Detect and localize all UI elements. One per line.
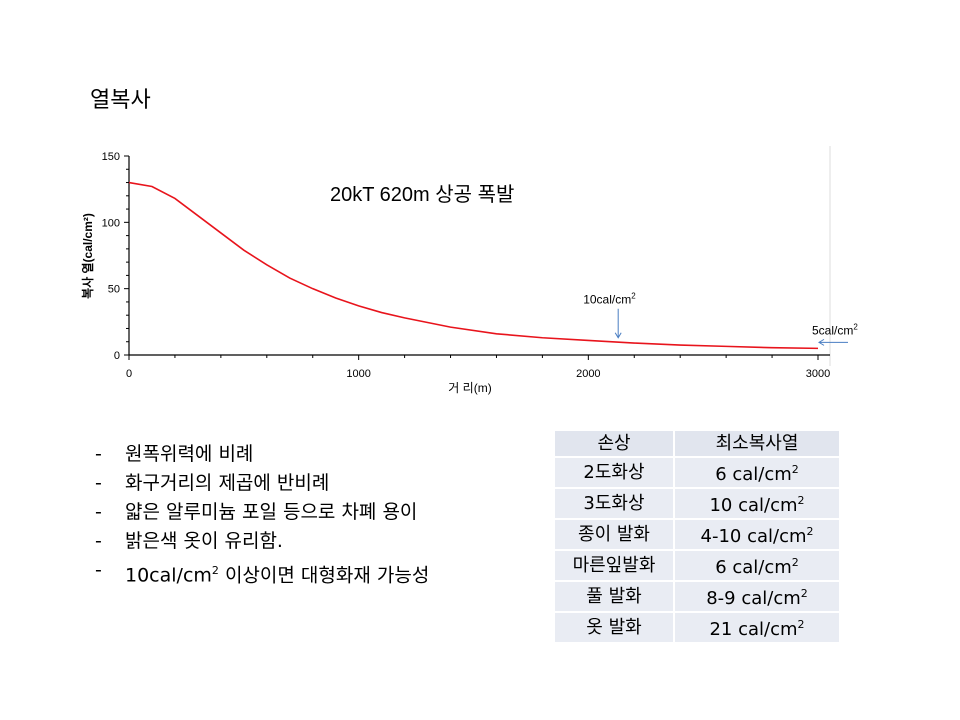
bullet-item: - 화구거리의 제곱에 반비례 [95,469,429,498]
bullet-text-part: 10cal/cm [125,564,212,587]
damage-cell: 3도화상 [553,487,675,520]
bullet-item: - 원폭위력에 비례 [95,440,429,469]
x-tick-label: 0 [126,368,132,380]
value-text: 6 cal/cm [715,464,792,485]
value-cell: 21 cal/cm2 [673,611,841,644]
value-cell: 8-9 cal/cm2 [673,580,841,613]
value-text: 6 cal/cm [715,557,792,578]
bullet-text: 화구거리의 제곱에 반비례 [125,472,330,494]
table-row: 3도화상 10 cal/cm2 [553,487,841,520]
damage-cell: 풀 발화 [553,580,675,613]
bullet-text: 10cal/cm2 이상이면 대형화재 가능성 [125,556,429,590]
table-row: 옷 발화 21 cal/cm2 [553,611,841,644]
bullet-text: 얇은 알루미늄 포일 등으로 차폐 용이 [125,501,418,523]
value-text: 4-10 cal/cm [700,526,807,547]
annotation-text: 5cal/cm [812,323,853,337]
radiant-heat-chart: 0 1000 2000 3000 0 50 100 150 20kT 620m 상공 폭발 거… [80,146,858,395]
damage-cell: 2도화상 [553,456,675,489]
superscript: 2 [853,322,858,331]
bullet-item: - 밝은색 옷이 유리함. [95,527,429,556]
arrow-left-icon [818,338,848,346]
superscript: 2 [806,525,814,538]
value-text: 10 cal/cm [709,495,798,516]
table-row: 풀 발화 8-9 cal/cm2 [553,580,841,613]
superscript: 2 [800,587,808,600]
bullet-dash: - [95,443,102,465]
bullet-list: - 원폭위력에 비례 - 화구거리의 제곱에 반비례 - 얇은 알루미늄 포일 등으로… [95,440,429,590]
value-text: 21 cal/cm [709,619,798,640]
superscript: 2 [211,564,219,577]
header-damage: 손상 [553,429,675,458]
superscript: 2 [797,618,805,631]
table-row: 2도화상 6 cal/cm2 [553,456,841,489]
x-axis-label: 거 리(m) [448,381,491,395]
superscript: 2 [797,494,805,507]
y-tick-label: 150 [102,151,120,163]
bullet-item: - 10cal/cm2 이상이면 대형화재 가능성 [95,556,429,590]
table-header-row: 손상 최소복사열 [553,429,841,458]
value-cell: 6 cal/cm2 [673,456,841,489]
table-row: 종이 발화 4-10 cal/cm2 [553,518,841,551]
x-tick-label: 1000 [346,368,370,380]
damage-cell: 옷 발화 [553,611,675,644]
value-cell: 4-10 cal/cm2 [673,518,841,551]
annotation-10cal: 10cal/cm2 [583,292,636,307]
table-row: 마른잎발화 6 cal/cm2 [553,549,841,582]
y-axis-label: 복사 열(cal/cm²) [80,213,95,299]
slide-title: 열복사 [90,88,151,113]
superscript: 2 [791,556,799,569]
annotation-text: 10cal/cm [583,293,631,307]
value-cell: 10 cal/cm2 [673,487,841,520]
x-tick-label: 3000 [806,368,830,380]
bullet-dash: - [95,530,102,552]
y-tick-label: 50 [108,284,120,296]
superscript: 2 [631,292,636,301]
bullet-text: 원폭위력에 비례 [125,443,254,465]
damage-cell: 종이 발화 [553,518,675,551]
value-cell: 6 cal/cm2 [673,549,841,582]
x-tick-label: 2000 [576,368,600,380]
y-tick-label: 100 [102,217,120,229]
annotation-5cal: 5cal/cm2 [812,322,858,337]
value-text: 8-9 cal/cm [706,588,801,609]
chart-title: 20kT 620m 상공 폭발 [330,183,514,206]
arrow-down-icon [614,308,622,339]
bullet-dash: - [95,472,102,494]
series-line [128,181,819,350]
damage-cell: 마른잎발화 [553,549,675,582]
bullet-text: 밝은색 옷이 유리함. [125,530,283,552]
bullet-item: - 얇은 알루미늄 포일 등으로 차폐 용이 [95,498,429,527]
damage-table: 손상 최소복사열 2도화상 6 cal/cm2 3도화상 10 cal/cm2 종이 발… [553,429,841,644]
bullet-text-part: 이상이면 대형화재 가능성 [218,564,430,587]
superscript: 2 [791,463,799,476]
bullet-dash: - [95,559,102,581]
header-min-heat: 최소복사열 [673,429,841,458]
y-tick-label: 0 [114,350,120,362]
bullet-dash: - [95,501,102,523]
